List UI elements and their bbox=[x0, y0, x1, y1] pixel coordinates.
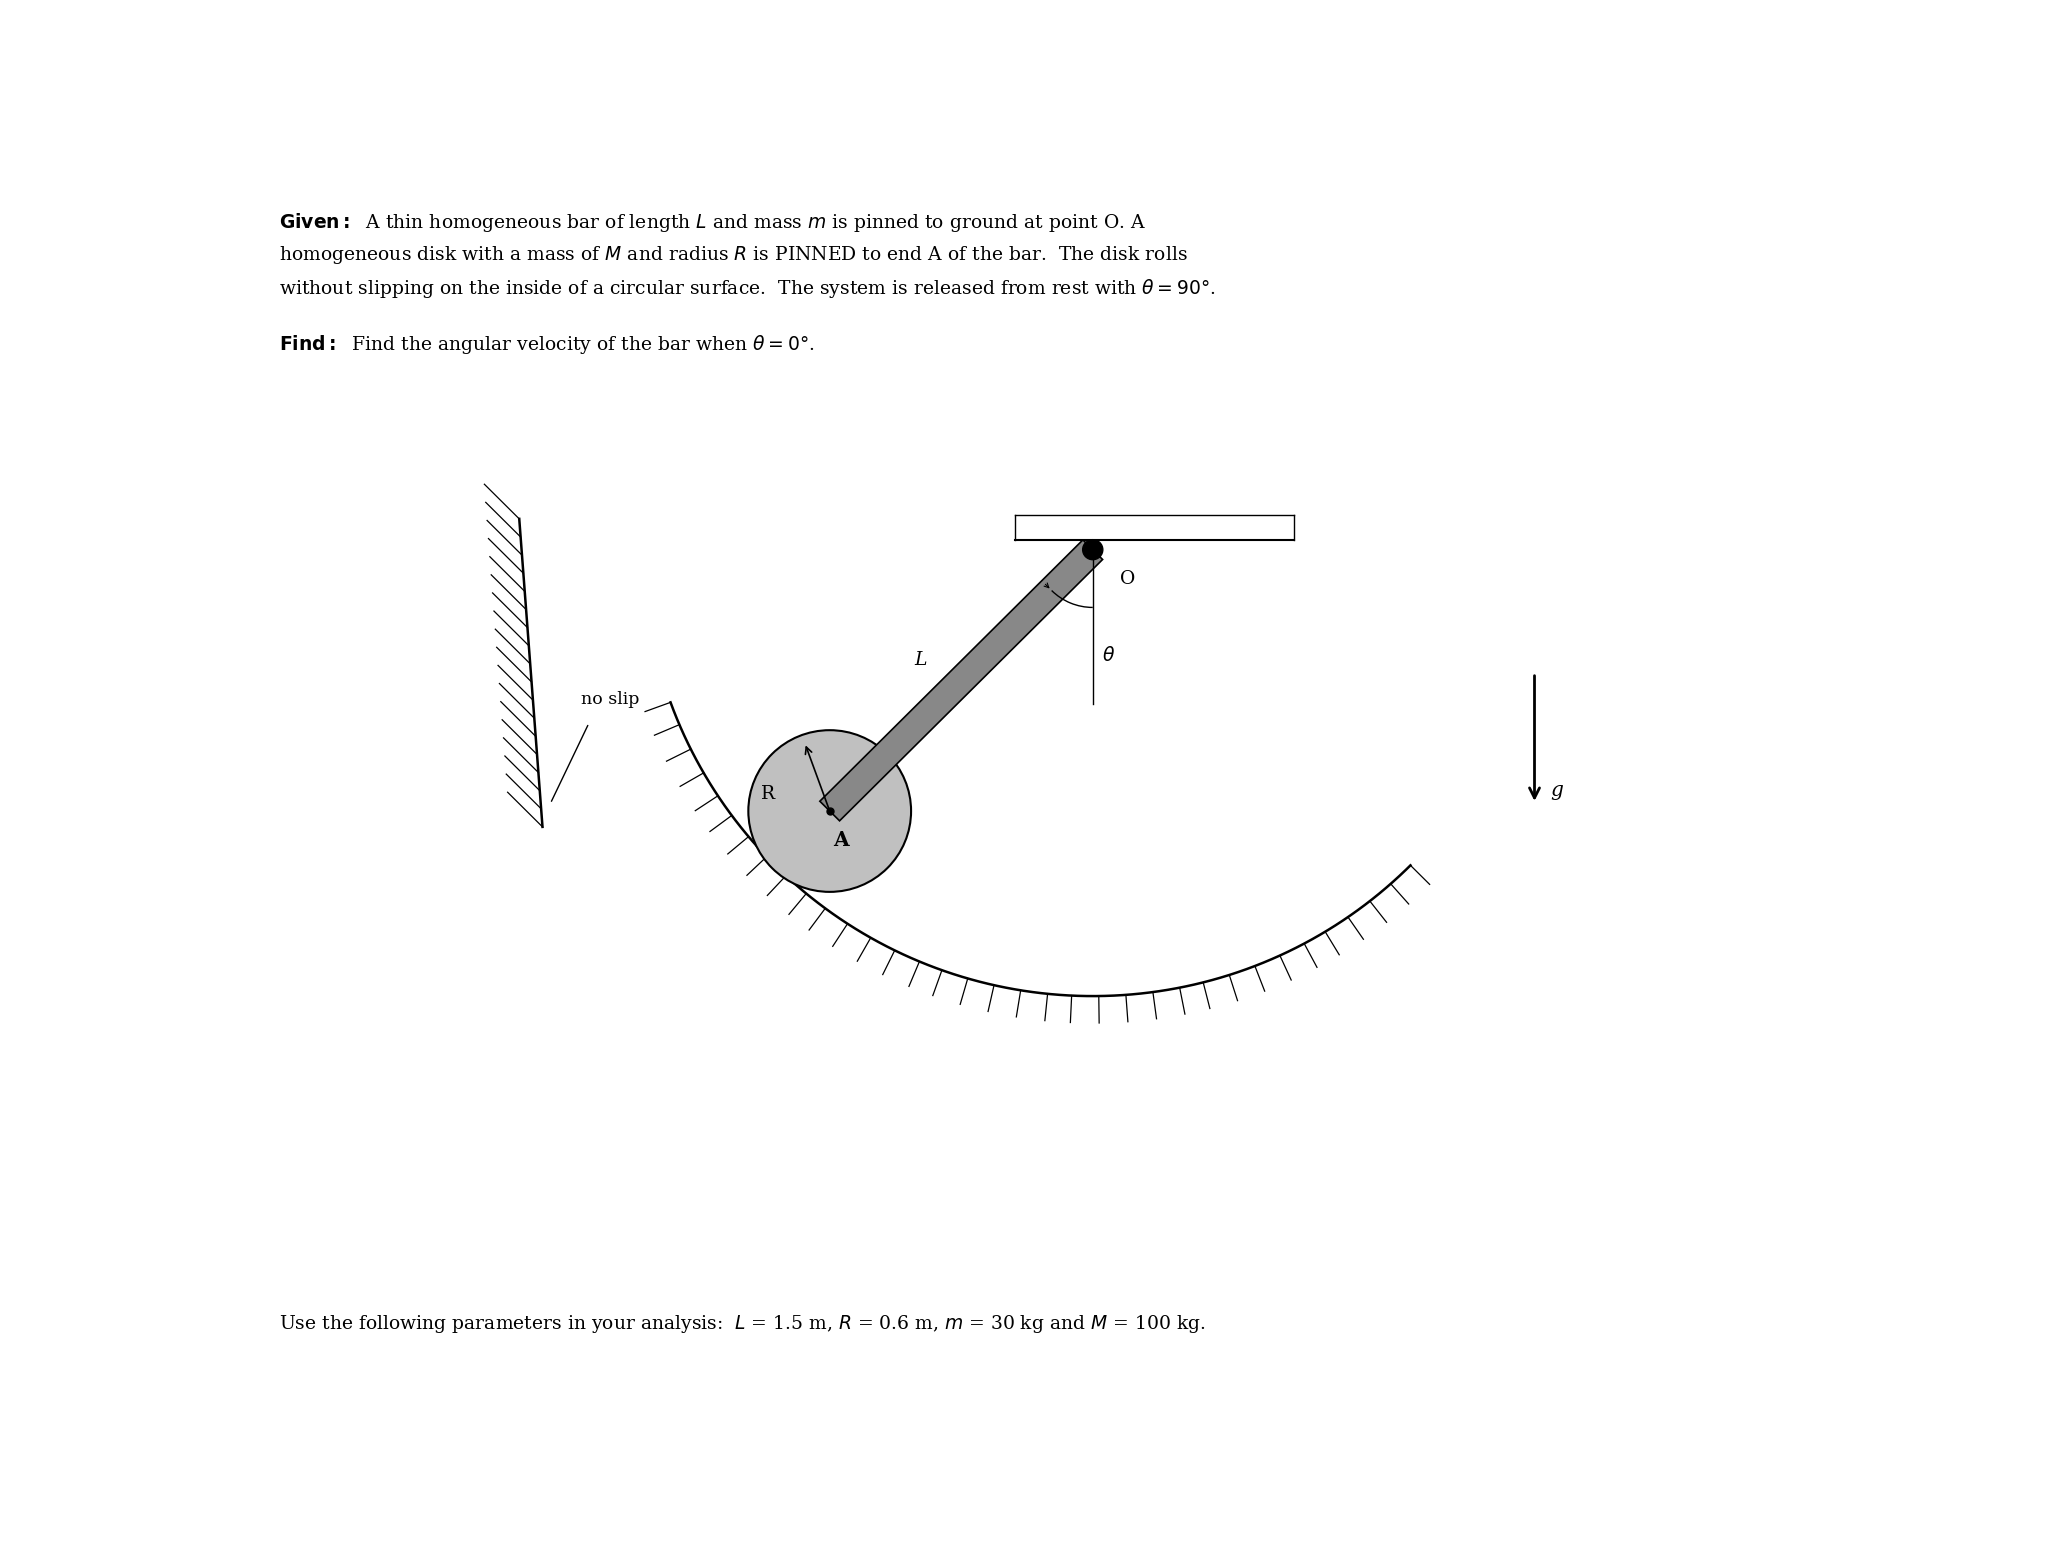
Text: O: O bbox=[1119, 570, 1136, 588]
Text: A: A bbox=[833, 830, 849, 849]
Text: without slipping on the inside of a circular surface.  The system is released fr: without slipping on the inside of a circ… bbox=[278, 278, 1215, 300]
Text: L: L bbox=[915, 650, 927, 669]
Text: no slip: no slip bbox=[581, 691, 640, 708]
Text: R: R bbox=[761, 785, 775, 804]
Polygon shape bbox=[820, 540, 1103, 821]
Text: $\mathbf{Given:}$  A thin homogeneous bar of length $L$ and mass $m$ is pinned t: $\mathbf{Given:}$ A thin homogeneous bar… bbox=[278, 211, 1146, 234]
Circle shape bbox=[1082, 540, 1103, 560]
Text: homogeneous disk with a mass of $M$ and radius $R$ is PINNED to end A of the bar: homogeneous disk with a mass of $M$ and … bbox=[278, 244, 1187, 265]
Text: $\mathbf{Find:}$  Find the angular velocity of the bar when $\theta = 0°$.: $\mathbf{Find:}$ Find the angular veloci… bbox=[278, 334, 814, 357]
Text: $\theta$: $\theta$ bbox=[1103, 646, 1115, 666]
Text: Use the following parameters in your analysis:  $L$ = 1.5 m, $R$ = 0.6 m, $m$ = : Use the following parameters in your ana… bbox=[278, 1313, 1205, 1335]
Circle shape bbox=[749, 729, 910, 892]
Bar bbox=[1015, 515, 1295, 540]
Text: g: g bbox=[1551, 781, 1563, 801]
